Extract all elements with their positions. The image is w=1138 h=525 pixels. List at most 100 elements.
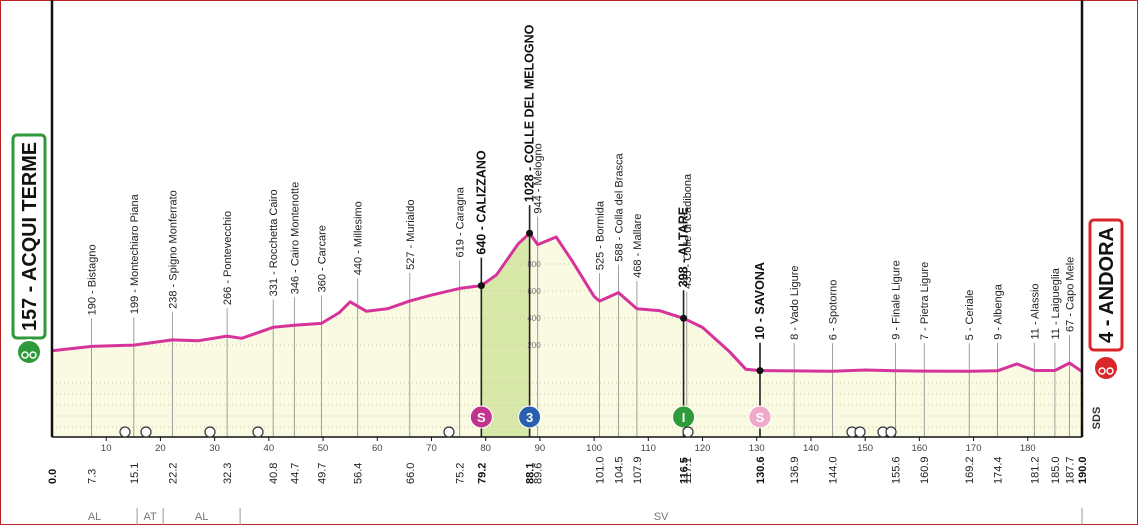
marker-symbol: 3 — [526, 410, 533, 425]
location-label: 360 - Carcare — [316, 225, 328, 292]
x-tick-label: 30 — [209, 443, 220, 454]
x-tick-label: 100 — [586, 443, 602, 454]
x-tick-label: 170 — [966, 443, 982, 454]
endpoint-icon-wheel — [29, 351, 37, 359]
road-icon — [204, 426, 216, 438]
location-label: 67 - Capo Mele — [1065, 257, 1077, 332]
road-icon — [119, 426, 131, 438]
road-icon — [682, 426, 694, 438]
endpoint-icon-wheel — [1098, 367, 1106, 375]
km-label: 7.3 — [87, 469, 99, 484]
location-label: 8 - Vado Ligure — [789, 266, 801, 340]
road-icon — [252, 426, 264, 438]
x-tick-label: 80 — [480, 443, 491, 454]
x-tick-label: 40 — [264, 443, 275, 454]
location-label: 199 - Montechiaro Piana — [129, 193, 141, 314]
location-label: 9 - Finale Ligure — [891, 260, 903, 340]
km-label: 0.0 — [47, 469, 59, 484]
location-label: 398 - ALTARE — [677, 207, 691, 287]
x-tick-label: 90 — [535, 443, 546, 454]
x-tick-label: 140 — [803, 443, 819, 454]
km-label: 79.2 — [476, 463, 488, 484]
x-tick-label: 160 — [911, 443, 927, 454]
location-dot — [477, 282, 485, 290]
location-label: 11 - Alassio — [1029, 283, 1041, 339]
region-label: AL — [195, 511, 208, 523]
km-label: 136.9 — [789, 456, 801, 484]
location-label: 588 - Colla del Brasca — [614, 153, 626, 262]
location-label: 435 - Colle di Cadibona — [682, 173, 694, 289]
profile-line — [51, 231, 1083, 373]
km-label: 75.2 — [455, 463, 467, 484]
km-label: 160.9 — [919, 456, 931, 484]
endpoint-icon-wheel — [21, 351, 29, 359]
location-dot — [680, 314, 688, 322]
y-tick-label: 400 — [527, 314, 541, 323]
km-label: 117.1 — [682, 457, 694, 484]
km-label: 155.6 — [891, 456, 903, 484]
location-label: 266 - Pontevecchio — [222, 211, 234, 305]
road-icon — [443, 426, 455, 438]
x-tick-label: 110 — [641, 443, 656, 454]
km-label: 40.8 — [268, 463, 280, 484]
endpoint-icon — [1093, 355, 1119, 381]
region-label: AT — [143, 511, 157, 523]
marker-badge — [518, 405, 542, 429]
endpoint-box — [1088, 218, 1124, 352]
location-label: 9 - Albenga — [992, 283, 1004, 340]
road-icon — [854, 426, 866, 438]
km-label: 49.7 — [316, 463, 328, 484]
km-label: 190.0 — [1077, 456, 1089, 484]
km-label: 44.7 — [289, 463, 301, 484]
x-tick-label: 70 — [426, 443, 437, 454]
endpoint-box — [11, 133, 47, 340]
km-label: 89.6 — [533, 463, 545, 484]
km-label: 66.0 — [405, 463, 417, 484]
km-label: 107.9 — [632, 456, 644, 484]
y-tick-label: 600 — [527, 287, 541, 296]
location-label: 11 - Laigueglia — [1050, 267, 1062, 339]
endpoint-label: 157 - ACQUI TERME — [19, 142, 41, 331]
x-tick-label: 120 — [695, 443, 711, 454]
km-label: 185.0 — [1050, 456, 1062, 484]
marker-badge — [469, 405, 493, 429]
x-tick-label: 150 — [857, 443, 873, 454]
endpoint-icon — [16, 339, 42, 365]
location-label: 468 - Mallare — [632, 214, 644, 278]
km-label: 101.0 — [595, 456, 607, 484]
location-label: 190 - Bistagno — [87, 244, 99, 315]
km-label: 187.7 — [1065, 456, 1077, 484]
location-label: 1028 - COLLE DEL MELOGNO — [523, 24, 537, 202]
region-label: AL — [88, 511, 101, 523]
location-label: 619 - Caragna — [455, 186, 467, 257]
location-label: 6 - Spotorno — [828, 280, 840, 341]
profile-fill — [52, 233, 1082, 437]
km-label: 104.5 — [614, 456, 626, 484]
location-label: 238 - Spigno Monferrato — [167, 190, 179, 309]
km-label: 181.2 — [1029, 456, 1041, 484]
x-tick-label: 60 — [372, 443, 383, 454]
marker-symbol: I — [682, 410, 686, 425]
endpoint-label: 4 - ANDORA — [1096, 227, 1118, 343]
km-label: 88.1 — [525, 463, 537, 484]
location-label: 640 - CALIZZANO — [474, 150, 488, 254]
location-label: 7 - Pietra Ligure — [919, 262, 931, 340]
region-label: SV — [654, 511, 669, 523]
y-tick-label: 800 — [527, 260, 541, 269]
climb-shade — [481, 233, 530, 437]
km-label: 56.4 — [353, 463, 365, 484]
km-label: 22.2 — [167, 463, 179, 484]
marker-badge — [748, 405, 772, 429]
km-label: 174.4 — [992, 456, 1004, 484]
marker-symbol: S — [756, 410, 765, 425]
location-label: 944 - Melogno — [533, 143, 545, 213]
road-icon — [140, 426, 152, 438]
location-label: 527 - Murialdo — [405, 200, 417, 270]
x-tick-label: 180 — [1020, 443, 1036, 454]
km-label: 169.2 — [964, 456, 976, 484]
location-label: 5 - Ceriale — [964, 290, 976, 341]
location-label: 525 - Bormida — [595, 200, 607, 270]
km-label: 144.0 — [828, 456, 840, 484]
endpoint-icon-wheel — [1106, 367, 1114, 375]
